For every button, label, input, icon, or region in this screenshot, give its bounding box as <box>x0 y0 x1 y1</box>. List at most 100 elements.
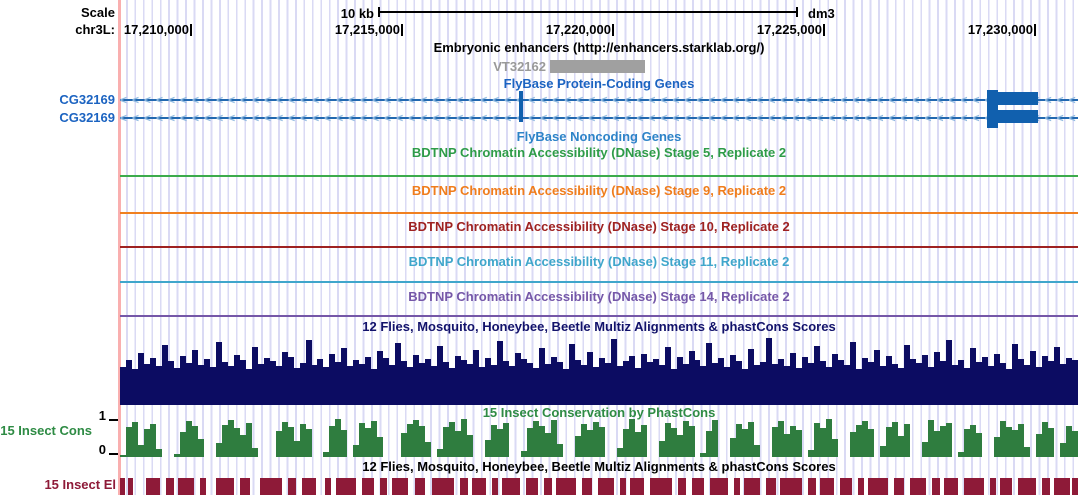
insect-element-block[interactable] <box>780 478 802 495</box>
insect-element-block[interactable] <box>840 478 852 495</box>
insect-element-block[interactable] <box>820 478 834 495</box>
insect-element-block[interactable] <box>526 478 538 495</box>
bdtnp-signal-baseline[interactable] <box>120 175 1078 177</box>
track-title-multiz-bottom[interactable]: 12 Flies, Mosquito, Honeybee, Beetle Mul… <box>362 459 836 474</box>
phastcons-left-label[interactable]: 15 Insect Cons <box>0 423 92 438</box>
insect-element-block[interactable] <box>894 478 904 495</box>
insect-element-block[interactable] <box>432 478 454 495</box>
insect-element-block[interactable] <box>630 478 644 495</box>
insect-element-block[interactable] <box>556 478 576 495</box>
insect-element-block[interactable] <box>582 478 592 495</box>
phastcons-15-insect-bar <box>897 436 904 457</box>
insect-element-block[interactable] <box>166 478 174 495</box>
phastcons-wiggle[interactable] <box>120 417 1078 457</box>
insect-elements-left-label[interactable]: 15 Insect El <box>44 477 116 492</box>
track-title-bdtnp[interactable]: BDTNP Chromatin Accessibility (DNase) St… <box>408 289 790 304</box>
multiz-alignments-density-bar <box>772 364 779 405</box>
insect-element-block[interactable] <box>734 478 740 495</box>
insect-element-block[interactable] <box>990 478 996 495</box>
multiz-alignments-density-bar <box>993 354 1000 405</box>
bdtnp-signal-baseline[interactable] <box>120 212 1078 214</box>
insect-element-block[interactable] <box>932 478 940 495</box>
insect-element-block[interactable] <box>868 478 888 495</box>
multiz-alignments-density-bar <box>239 360 246 405</box>
bdtnp-signal-baseline[interactable] <box>120 281 1078 283</box>
gene-exon-row2[interactable] <box>998 110 1038 123</box>
insect-element-block[interactable] <box>216 478 234 495</box>
multiz-alignments-density-bar <box>173 368 180 405</box>
insect-element-block[interactable] <box>678 478 686 495</box>
gene-name-label[interactable]: CG32169 <box>59 110 115 125</box>
multiz-alignments-density-bar <box>538 348 545 405</box>
insect-element-block[interactable] <box>744 478 760 495</box>
gene-model-row[interactable]: <<<<<<<<<<<<<<<<<<<<<<<<<<<<<<<<<<<<<<<<… <box>120 111 1078 125</box>
multiz-alignments-density-bar <box>131 369 138 405</box>
insect-element-block[interactable] <box>544 478 552 495</box>
insect-element-block[interactable] <box>1000 478 1012 495</box>
insect-element-block[interactable] <box>415 478 425 495</box>
insect-element-block[interactable] <box>766 478 776 495</box>
insect-element-block[interactable] <box>302 478 316 495</box>
track-title-multiz-top[interactable]: 12 Flies, Mosquito, Honeybee, Beetle Mul… <box>362 319 836 334</box>
multiz-alignments-density-bar <box>251 347 258 405</box>
insect-element-block[interactable] <box>492 478 498 495</box>
insect-element-block[interactable] <box>460 478 468 495</box>
insect-element-block[interactable] <box>146 478 160 495</box>
insect-element-block[interactable] <box>362 478 374 495</box>
bdtnp-signal-baseline[interactable] <box>120 246 1078 248</box>
insect-element-block[interactable] <box>944 478 958 495</box>
insect-element-block[interactable] <box>650 478 672 495</box>
insect-element-block[interactable] <box>200 478 206 495</box>
track-title-bdtnp[interactable]: BDTNP Chromatin Accessibility (DNase) St… <box>408 219 790 234</box>
insect-element-block[interactable] <box>808 478 816 495</box>
track-title-bdtnp[interactable]: BDTNP Chromatin Accessibility (DNase) St… <box>411 145 787 160</box>
insect-element-block[interactable] <box>1018 478 1036 495</box>
insect-element-block[interactable] <box>910 478 926 495</box>
phastcons-15-insect-bar <box>323 452 330 457</box>
insect-element-block[interactable] <box>472 478 486 495</box>
insect-element-block[interactable] <box>392 478 408 495</box>
track-title-embryonic-enhancers[interactable]: Embryonic enhancers (http://enhancers.st… <box>433 40 765 55</box>
insect-element-block[interactable] <box>120 478 125 495</box>
insect-element-block[interactable] <box>380 478 387 495</box>
insect-element-block[interactable] <box>288 478 296 495</box>
insect-element-block[interactable] <box>178 478 194 495</box>
insect-element-block[interactable] <box>710 478 728 495</box>
gene-exon-tick[interactable] <box>519 91 523 122</box>
track-title-flybase-noncoding[interactable]: FlyBase Noncoding Genes <box>516 129 682 144</box>
track-title-bdtnp[interactable]: BDTNP Chromatin Accessibility (DNase) St… <box>411 183 787 198</box>
multiz-density-histogram[interactable] <box>120 338 1078 405</box>
track-title-bdtnp[interactable]: BDTNP Chromatin Accessibility (DNase) St… <box>408 254 790 269</box>
phastcons-15-insect-bar <box>407 424 414 457</box>
gene-name-label[interactable]: CG32169 <box>59 92 115 107</box>
insect-element-block[interactable] <box>598 478 614 495</box>
multiz-alignments-density-bar <box>1053 347 1060 405</box>
insect-element-block[interactable] <box>1042 478 1050 495</box>
enhancer-item-vt32162[interactable] <box>550 60 645 73</box>
multiz-alignments-density-bar <box>856 369 863 405</box>
insect-element-block[interactable] <box>325 478 331 495</box>
insect-element-block[interactable] <box>1054 478 1070 495</box>
insect-elements-blocks[interactable] <box>120 478 1078 495</box>
gene-exon-tall-block[interactable] <box>987 90 998 128</box>
insect-element-block[interactable] <box>502 478 520 495</box>
insect-element-block[interactable] <box>128 478 133 495</box>
multiz-alignments-density-bar <box>197 365 204 405</box>
bdtnp-signal-baseline[interactable] <box>120 315 1078 317</box>
insect-element-block[interactable] <box>858 478 864 495</box>
multiz-alignments-density-bar <box>862 358 869 405</box>
insect-element-block[interactable] <box>240 478 250 495</box>
multiz-alignments-density-bar <box>120 367 126 405</box>
gene-exon-row1[interactable] <box>998 92 1038 105</box>
track-title-flybase-protein-coding[interactable]: FlyBase Protein-Coding Genes <box>503 76 695 91</box>
insect-element-block[interactable] <box>620 478 626 495</box>
insect-element-block[interactable] <box>964 478 984 495</box>
phastcons-15-insect-bar <box>437 449 444 457</box>
insect-element-block[interactable] <box>336 478 356 495</box>
track-title-phastcons[interactable]: 15 Insect Conservation by PhastCons <box>482 405 716 420</box>
insect-element-block[interactable] <box>260 478 282 495</box>
phastcons-15-insect-bar <box>544 433 551 457</box>
insect-element-block[interactable] <box>1072 478 1078 495</box>
insect-element-block[interactable] <box>692 478 704 495</box>
gene-model-row[interactable]: <<<<<<<<<<<<<<<<<<<<<<<<<<<<<<<<<<<<<<<<… <box>120 93 1078 107</box>
